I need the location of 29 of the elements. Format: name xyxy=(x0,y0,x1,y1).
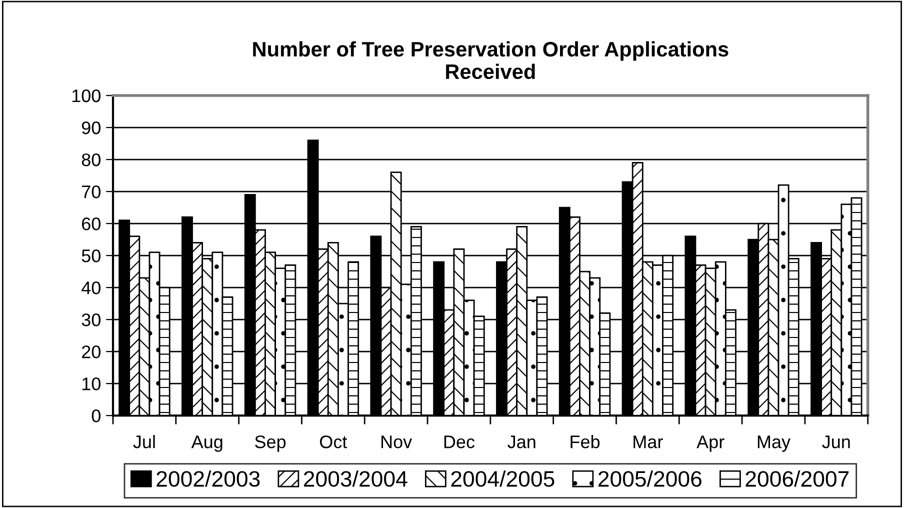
x-tick-label: Apr xyxy=(696,436,724,452)
x-tick-label: Dec xyxy=(444,436,475,448)
y-tick-label: 100 xyxy=(72,89,100,102)
x-tick-label: Nov xyxy=(381,436,412,448)
x-tick-label: Oct xyxy=(320,435,348,448)
legend-label: 2005/2006 xyxy=(598,470,702,487)
y-tick-label: 90 xyxy=(82,121,100,134)
x-tick-label: Jan xyxy=(508,436,536,448)
legend-label: 2003/2004 xyxy=(304,470,408,487)
x-tick-label: Mar xyxy=(634,436,663,448)
y-tick-label: 60 xyxy=(82,217,100,230)
x-tick-label: May xyxy=(758,436,791,452)
chart-title: Number of Tree Preservation Order Applications Received xyxy=(253,41,728,80)
y-tick-label: 10 xyxy=(82,377,100,390)
legend-label: 2004/2005 xyxy=(451,470,554,487)
y-tick-label: 20 xyxy=(82,345,100,358)
y-tick-label: 70 xyxy=(82,185,100,198)
x-tick-label: Aug xyxy=(191,436,222,452)
y-tick-label: 0 xyxy=(92,409,100,422)
y-tick-label: 30 xyxy=(82,313,100,326)
x-tick-label: Feb xyxy=(570,434,600,448)
legend-label: 2002/2003 xyxy=(156,470,260,487)
y-tick-label: 80 xyxy=(82,153,100,166)
y-tick-label: 40 xyxy=(82,281,100,294)
x-tick-label: Jun xyxy=(822,436,850,448)
x-tick-label: Sep xyxy=(255,435,286,452)
legend-label: 2006/2007 xyxy=(746,470,849,487)
y-tick-label: 50 xyxy=(82,249,100,262)
x-tick-label: Jul xyxy=(133,434,155,448)
